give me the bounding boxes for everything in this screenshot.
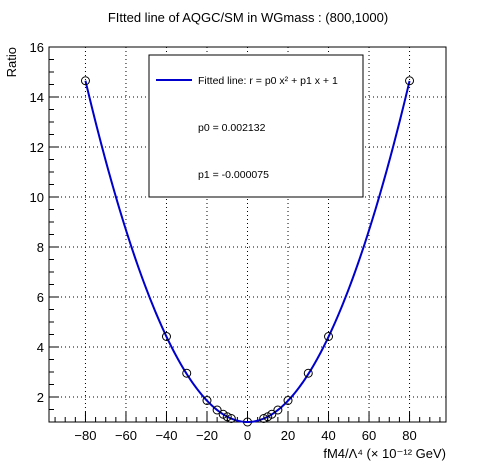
y-tick-label: 2	[37, 390, 44, 405]
y-axis-label: Ratio	[4, 47, 19, 77]
chart-title: FItted line of AQGC/SM in WGmass : (800,…	[108, 10, 388, 25]
x-tick-labels: −80 −60 −40 −20 0 20 40 60 80	[74, 428, 416, 443]
x-tick-label: 0	[244, 428, 251, 443]
data-point	[226, 414, 236, 423]
x-axis-label: fM4/Λ⁴ (× 10⁻¹² GeV)	[323, 446, 446, 461]
data-point	[405, 76, 415, 86]
legend: Fitted line: r = p0 x² + p1 x + 1 p0 = 0…	[148, 54, 364, 198]
legend-p1: p1 = -0.000075	[198, 169, 269, 181]
data-points	[80, 76, 415, 427]
data-point	[80, 76, 90, 86]
data-point	[324, 332, 334, 341]
data-point	[267, 409, 277, 419]
data-point	[273, 405, 283, 415]
x-tick-label: 80	[402, 428, 416, 443]
y-tick-label: 14	[30, 90, 44, 105]
x-tick-label: 20	[281, 428, 295, 443]
legend-p0: p0 = 0.002132	[198, 122, 266, 134]
data-point	[283, 396, 293, 405]
legend-box	[148, 54, 364, 198]
data-point	[222, 412, 232, 422]
grid	[49, 46, 446, 422]
y-tick-labels: 2 4 6 8 10 12 14 16	[30, 40, 44, 405]
data-point	[202, 396, 212, 405]
legend-fit-label: Fitted line: r = p0 x² + p1 x + 1	[198, 75, 338, 87]
x-tick-label: −60	[115, 428, 137, 443]
x-tick-label: −20	[196, 428, 218, 443]
y-tick-label: 10	[30, 190, 44, 205]
y-tick-label: 12	[30, 140, 44, 155]
fit-line	[84, 80, 411, 424]
x-tick-label: −40	[155, 428, 177, 443]
data-point	[259, 414, 269, 423]
data-point	[303, 368, 313, 378]
y-tick-label: 8	[37, 240, 44, 255]
x-tick-label: 40	[321, 428, 335, 443]
y-tick-label: 16	[30, 40, 44, 55]
x-tick-label: −80	[74, 428, 96, 443]
data-point	[161, 332, 171, 341]
x-tick-label: 60	[362, 428, 376, 443]
data-point	[182, 368, 192, 378]
y-tick-label: 4	[37, 340, 44, 355]
data-point	[212, 405, 222, 415]
y-tick-label: 6	[37, 290, 44, 305]
data-point	[243, 417, 252, 427]
tick-marks	[49, 46, 441, 423]
